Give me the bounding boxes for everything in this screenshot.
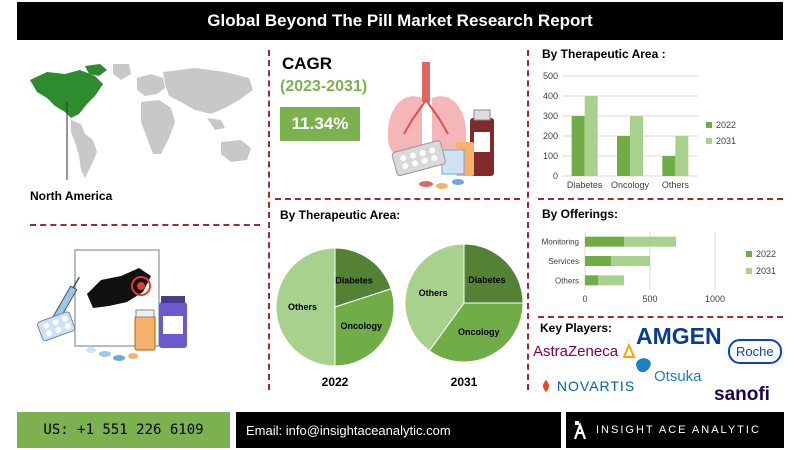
- divider-left: [268, 50, 270, 390]
- therapeutic-bar: [630, 116, 643, 176]
- novartis-logo: NOVARTIS: [540, 378, 635, 394]
- otsuka-symbol-icon: [636, 358, 651, 373]
- therapeutic-ytick-label: 200: [543, 131, 558, 141]
- pie-charts: Diabetes Oncology Others 2022 Diabetes Oncolo…: [275, 243, 524, 389]
- therapeutic-category-label: Others: [662, 180, 690, 190]
- key-players-title: Key Players:: [540, 321, 613, 335]
- offerings-bar: [624, 236, 676, 247]
- page-title: Global Beyond The Pill Market Research R…: [17, 2, 783, 40]
- novartis-wordmark: NOVARTIS: [556, 378, 636, 394]
- footer-phone: US: +1 551 226 6109: [17, 412, 230, 448]
- therapeutic-chart-title: By Therapeutic Area :: [542, 47, 666, 61]
- offerings-xtick-label: 1000: [705, 294, 725, 304]
- therapeutic-ytick-label: 300: [543, 111, 558, 121]
- offerings-bar: [611, 256, 650, 266]
- offerings-legend-swatch: [746, 268, 752, 274]
- brand-logo-icon: [573, 421, 587, 440]
- offerings-bar: [585, 236, 624, 247]
- region-label: North America: [30, 189, 113, 203]
- pie-year-label: 2022: [322, 375, 349, 389]
- therapeutic-legend-label: 2031: [716, 136, 736, 146]
- divider-left-middle: [30, 224, 260, 226]
- cagr-title: CAGR: [282, 54, 333, 73]
- astrazeneca-logo: AstraZeneca: [533, 342, 636, 360]
- sanofi-logo: sanofi: [714, 384, 770, 405]
- pie-slice: [463, 243, 524, 304]
- therapeutic-bar: [662, 156, 676, 176]
- pie-slice-label: Others: [419, 288, 448, 298]
- offerings-xtick-label: 500: [642, 294, 657, 304]
- therapeutic-bar: [584, 96, 598, 176]
- offerings-legend-label: 2031: [756, 266, 776, 276]
- divider-right-lower: [538, 316, 783, 318]
- therapeutic-legend-swatch: [706, 138, 712, 144]
- therapeutic-bar: [617, 136, 630, 176]
- offerings-bar: [585, 256, 611, 266]
- cagr-value-badge: 11.34%: [280, 107, 360, 141]
- divider-center-middle: [275, 198, 520, 200]
- lungs-medicine-illustration: [387, 62, 494, 189]
- offerings-legend-swatch: [746, 251, 752, 257]
- therapeutic-ytick-label: 400: [543, 91, 558, 101]
- divider-right-upper: [538, 198, 783, 200]
- medical-illustration: [37, 249, 187, 361]
- therapeutic-bar: [571, 116, 585, 176]
- offerings-bar: [598, 275, 624, 286]
- astrazeneca-symbol-icon: [622, 342, 636, 358]
- divider-right: [527, 50, 529, 390]
- offerings-bar: [585, 275, 598, 286]
- offerings-chart-title: By Offerings:: [542, 207, 618, 221]
- amgen-logo: AMGEN: [636, 323, 722, 349]
- pie-year-label: 2031: [451, 375, 478, 389]
- astrazeneca-wordmark: AstraZeneca: [533, 343, 619, 360]
- offerings-category-label: Services: [548, 257, 579, 266]
- therapeutic-area-bar-chart: By Therapeutic Area : 0 100 200 300 400 500 Dia…: [542, 47, 736, 190]
- pie-slice: [275, 247, 336, 367]
- otsuka-logo: Otsuka: [654, 368, 702, 385]
- therapeutic-bar: [675, 136, 689, 176]
- therapeutic-ytick-label: 500: [543, 71, 558, 81]
- roche-logo: Roche: [728, 339, 782, 364]
- world-map-illustration: [30, 64, 253, 180]
- pie-slice-label: Oncology: [458, 327, 500, 337]
- pie-slice: [334, 288, 395, 367]
- pie-slice-label: Diabetes: [468, 275, 506, 285]
- novartis-flame-icon: [543, 380, 549, 392]
- pie-slice: [334, 247, 392, 308]
- therapeutic-legend-label: 2022: [716, 120, 736, 130]
- offerings-legend-label: 2022: [756, 249, 776, 259]
- pie-slice: [428, 302, 524, 363]
- therapeutic-ytick-label: 0: [553, 171, 558, 181]
- therapeutic-legend-swatch: [706, 122, 712, 128]
- therapeutic-category-label: Oncology: [611, 180, 650, 190]
- offerings-bar-chart: By Offerings: 0 500 1000 Monitoring Services O…: [542, 207, 776, 304]
- pie-slice-label: Others: [288, 302, 317, 312]
- pies-title: By Therapeutic Area:: [280, 208, 401, 222]
- therapeutic-category-label: Diabetes: [567, 180, 603, 190]
- offerings-category-label: Others: [555, 276, 579, 285]
- pie-slice: [404, 243, 465, 352]
- therapeutic-ytick-label: 100: [543, 151, 558, 161]
- pie-slice-label: Diabetes: [335, 276, 373, 286]
- pie-slice-label: Oncology: [340, 321, 382, 331]
- cagr-period: (2023-2031): [280, 78, 368, 95]
- offerings-category-label: Monitoring: [542, 238, 579, 247]
- footer-brand: INSIGHT ACE ANALYTIC: [566, 412, 784, 448]
- offerings-xtick-label: 0: [582, 294, 587, 304]
- footer-email: Email: info@insightaceanalytic.com: [236, 412, 561, 448]
